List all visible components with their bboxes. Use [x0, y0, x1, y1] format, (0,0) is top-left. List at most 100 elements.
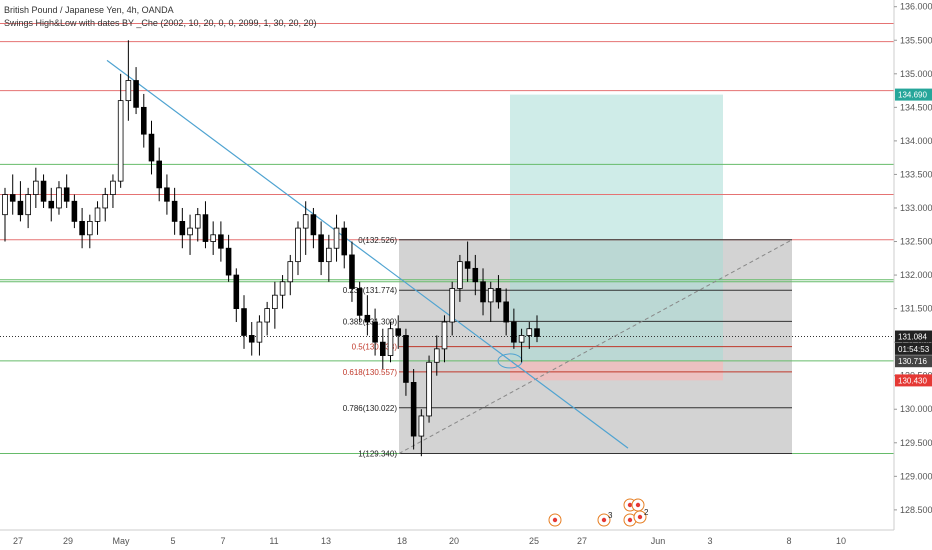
- time-tick-label: 10: [836, 536, 846, 546]
- candle: [156, 147, 162, 202]
- candle-body: [133, 80, 139, 108]
- candle: [171, 187, 178, 235]
- time-tick-label: 25: [529, 536, 539, 546]
- candle: [25, 187, 31, 229]
- candle: [449, 281, 455, 336]
- event-marker-count: 3: [608, 511, 613, 520]
- candle: [333, 214, 340, 262]
- candle-body: [449, 288, 455, 323]
- candle: [9, 174, 16, 215]
- candle: [472, 254, 479, 296]
- candle-body: [40, 180, 47, 202]
- target-zone: [510, 94, 723, 362]
- indicator-title[interactable]: Swings High&Low with dates BY _Che (2002…: [4, 18, 317, 28]
- fib-level-label: 0.618(130.557): [343, 368, 398, 377]
- time-tick-label: 13: [321, 536, 331, 546]
- candle: [418, 409, 425, 457]
- candle-body: [48, 200, 55, 209]
- candle-body: [148, 133, 155, 162]
- candle-body: [25, 194, 31, 216]
- price-tick-label: 129.500: [900, 438, 932, 448]
- candle: [302, 201, 309, 255]
- candle: [272, 281, 278, 329]
- price-axis[interactable]: 128.500129.000129.500130.000130.500131.0…: [893, 0, 932, 530]
- candle-body: [518, 335, 525, 343]
- candle-body: [487, 288, 494, 303]
- candle: [202, 201, 209, 249]
- fib-diagonal: [398, 239, 793, 454]
- fib-level-label: 1(129.340): [358, 450, 397, 459]
- price-tag-text: 134.690: [898, 91, 927, 100]
- time-tick-label: 11: [269, 536, 278, 546]
- candle: [380, 328, 386, 369]
- candle: [179, 207, 186, 249]
- candle: [218, 221, 224, 262]
- candle: [279, 275, 286, 309]
- price-tag-text: 131.084: [898, 333, 927, 342]
- candle: [71, 194, 78, 229]
- candle-body: [63, 187, 70, 202]
- candle-body: [341, 227, 348, 256]
- candle: [110, 174, 116, 208]
- candle-body: [464, 261, 471, 269]
- candle: [241, 295, 247, 349]
- candle-body: [194, 214, 201, 229]
- candle: [256, 315, 263, 356]
- candle: [341, 221, 348, 269]
- candle-body: [94, 207, 101, 222]
- price-tag-bg: [895, 88, 932, 101]
- price-tick-label: 135.000: [900, 69, 932, 79]
- candle: [79, 207, 85, 249]
- candle-body: [125, 80, 132, 102]
- symbol-title[interactable]: British Pound / Japanese Yen, 4h, OANDA: [4, 5, 174, 15]
- event-marker-dot: [627, 502, 633, 508]
- candle-body: [187, 227, 193, 236]
- price-tick-label: 134.500: [900, 102, 932, 112]
- price-tick-label: 132.500: [900, 237, 932, 247]
- candle: [125, 40, 132, 121]
- time-axis[interactable]: 27 29 May 5 7 11 13 18 20 25 27 Jun 3 8 10: [0, 529, 894, 546]
- candle-body: [364, 314, 371, 323]
- candle-body: [2, 194, 8, 216]
- time-tick-label: 27: [577, 536, 587, 546]
- chart-legend: British Pound / Japanese Yen, 4h, OANDA …: [4, 4, 317, 30]
- candle-body: [87, 220, 93, 236]
- candle: [295, 221, 301, 276]
- candle: [194, 207, 201, 242]
- time-tick-label: 20: [449, 536, 459, 546]
- candle-body: [17, 200, 24, 216]
- candle-body: [380, 341, 386, 356]
- fib-retracement-layer[interactable]: 0(132.526)0.236(131.774)0.382(131.309)0.…: [343, 236, 793, 459]
- candle-body: [287, 261, 294, 283]
- candle: [364, 295, 371, 336]
- fib-level-label: 0.236(131.774): [343, 286, 398, 295]
- candle-body: [433, 348, 440, 363]
- candle-body: [279, 281, 286, 296]
- candle: [310, 207, 317, 249]
- candle: [148, 120, 155, 175]
- candle-body: [225, 247, 232, 276]
- candle-body: [272, 294, 278, 310]
- event-marker-count: 2: [644, 508, 649, 517]
- candle: [395, 315, 402, 349]
- candle-body: [372, 321, 378, 343]
- candle: [387, 322, 394, 363]
- event-marker-dot: [635, 502, 641, 508]
- candle-body: [56, 187, 62, 209]
- price-tag-stop: 130.430: [895, 374, 932, 387]
- price-tick-label: 136.000: [900, 2, 932, 12]
- candle: [326, 234, 332, 282]
- event-marker-dot: [637, 514, 643, 520]
- candle-body: [333, 227, 340, 249]
- candle-body: [164, 187, 170, 202]
- fib-level-label: 0.5(130.933): [352, 343, 398, 352]
- event-marker-dot: [552, 517, 558, 523]
- time-tick-label: Jun: [651, 536, 666, 546]
- candle-body: [218, 234, 224, 249]
- candle-body: [356, 288, 363, 316]
- candle-body: [495, 288, 502, 303]
- candle: [164, 174, 170, 215]
- candle-body: [264, 308, 270, 323]
